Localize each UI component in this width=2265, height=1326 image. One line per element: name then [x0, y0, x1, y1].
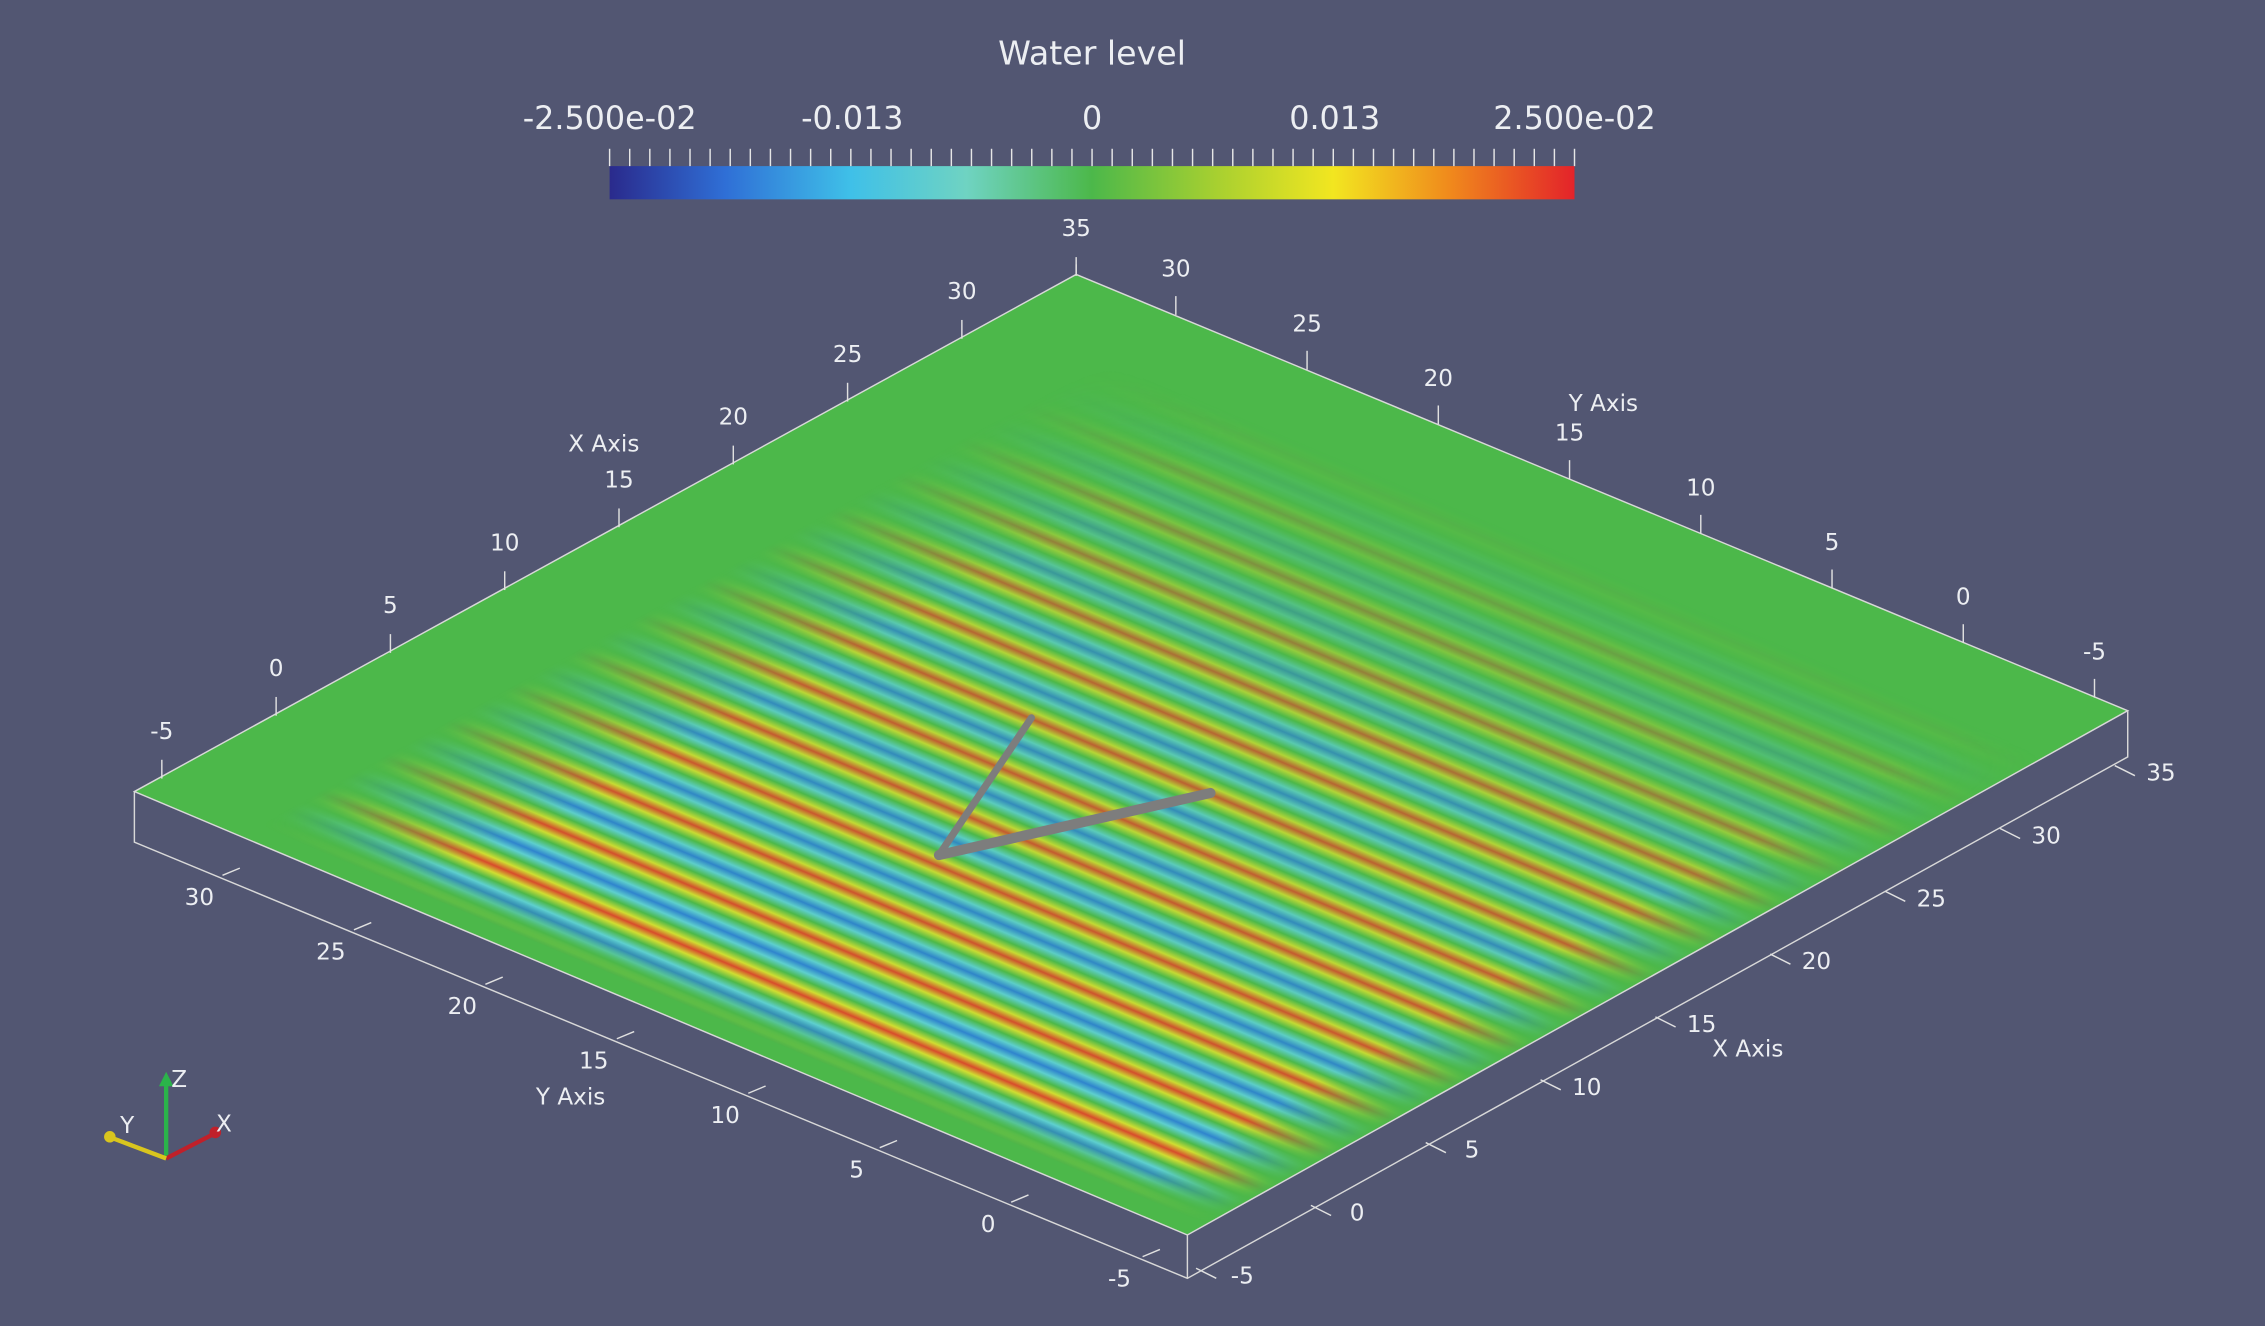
axis-tick-mark: [1142, 1248, 1161, 1258]
axis-tick-label: -5: [150, 719, 173, 745]
colorbar-label: 0.013: [1289, 101, 1380, 137]
axis-tick-label: 20: [1424, 366, 1453, 392]
axis-tick-mark: [353, 921, 372, 931]
axis-tick-label: 5: [383, 593, 398, 619]
colorbar-label: 2.500e-02: [1493, 101, 1655, 137]
axis-tick-mark: [1769, 953, 1791, 965]
axis-tick-label: 10: [710, 1103, 739, 1129]
axis-tick-label: 5: [849, 1157, 864, 1183]
axis-tick-label: 5: [1465, 1138, 1480, 1164]
axis-tick-mark: [1999, 827, 2021, 840]
axis-title: X Axis: [568, 431, 639, 457]
colorbar-ticks: [608, 148, 1576, 167]
axis-tick-label: 5: [1825, 530, 1840, 556]
axis-title: X Axis: [1712, 1037, 1783, 1063]
axis-tick-label: 15: [604, 468, 633, 494]
axis-tick-mark: [1010, 1194, 1029, 1203]
axis-tick-mark: [222, 867, 241, 876]
colorbar-label: -0.013: [801, 101, 903, 137]
axis-tick-mark: [1425, 1141, 1447, 1154]
colorbar-label: 0: [1082, 101, 1102, 137]
axis-tick-label: -5: [1108, 1266, 1131, 1292]
axis-tick-label: 0: [1350, 1201, 1365, 1227]
axis-tick-mark: [616, 1030, 635, 1040]
axis-tick-label: 0: [269, 656, 284, 682]
axis-tick-label: 0: [981, 1212, 996, 1238]
orientation-z: Z: [171, 1067, 187, 1093]
axis-title: Y Axis: [1568, 391, 1638, 417]
axis-tick-label: 25: [1917, 886, 1946, 912]
surface-outline: [132, 273, 2130, 1236]
barriers: [933, 714, 1216, 861]
colorbar-labels: -2.500e-02 -0.013 0 0.013 2.500e-02: [523, 101, 1656, 137]
wave-field: [134, 274, 2130, 1235]
axis-tick-label: 30: [947, 279, 976, 305]
orientation-axes: Z Y X: [104, 1067, 232, 1161]
axis-tick-label: 20: [719, 405, 748, 431]
orientation-x: X: [216, 1112, 232, 1138]
axis-tick-label: 15: [1555, 421, 1584, 447]
axis-tick-label: 15: [579, 1048, 608, 1074]
axis-tick-label: 30: [185, 885, 214, 911]
colorbar-title: Water level: [998, 33, 1186, 72]
axis-tick-mark: [747, 1085, 766, 1094]
axis-tick-label: 10: [490, 530, 519, 556]
axis-tick-label: 10: [1686, 475, 1715, 501]
colorbar: [609, 166, 1575, 200]
axis-tick-label: 0: [1956, 585, 1971, 611]
axis-tick-label: 30: [1161, 257, 1190, 283]
axis-tick-label: 10: [1572, 1075, 1601, 1101]
axis-tick-mark: [1655, 1016, 1676, 1028]
axis-tick-label: 35: [2146, 761, 2175, 787]
axis-tick-label: 15: [1687, 1012, 1716, 1038]
axis-tick-label: 25: [1292, 311, 1321, 337]
axis-tick-label: 35: [1061, 216, 1090, 242]
axis-title: Y Axis: [535, 1084, 605, 1110]
orientation-y: Y: [119, 1113, 135, 1139]
colorbar-label: -2.500e-02: [523, 101, 697, 137]
axis-tick-mark: [2114, 764, 2136, 777]
axis-tick-mark: [1195, 1267, 1217, 1279]
axis-tick-mark: [879, 1139, 898, 1149]
axis-tick-label: -5: [2083, 639, 2106, 665]
axis-tick-label: -5: [1231, 1263, 1254, 1289]
axis-tick-label: 30: [2031, 824, 2060, 850]
axis-tick-mark: [485, 976, 503, 985]
axis-tick-mark: [1540, 1079, 1562, 1091]
axis-tick-label: 25: [316, 939, 345, 965]
axis-tick-mark: [1884, 890, 1906, 902]
axis-tick-label: 25: [833, 342, 862, 368]
axis-tick-label: 20: [448, 994, 477, 1020]
axis-tick-label: 20: [1802, 949, 1831, 975]
axes: -5 0 5 10 15 20 25 30 35 X Axis 30 25 20 15 10 5 0 -5 Y Ax…: [150, 216, 2175, 1292]
axis-tick-mark: [1310, 1204, 1332, 1217]
